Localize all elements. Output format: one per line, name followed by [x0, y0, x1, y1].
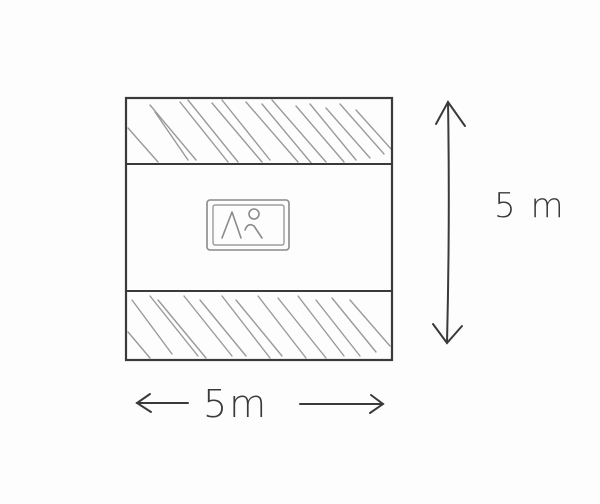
height-label: 5 m	[494, 186, 566, 226]
width-label: 5m	[203, 382, 268, 426]
height-arrow	[432, 100, 466, 345]
top-hatched-band	[127, 99, 392, 164]
bottom-hatched-band	[127, 295, 391, 359]
width-arrow	[135, 393, 385, 414]
image-placeholder-icon	[206, 199, 290, 251]
square-outline	[124, 96, 394, 362]
